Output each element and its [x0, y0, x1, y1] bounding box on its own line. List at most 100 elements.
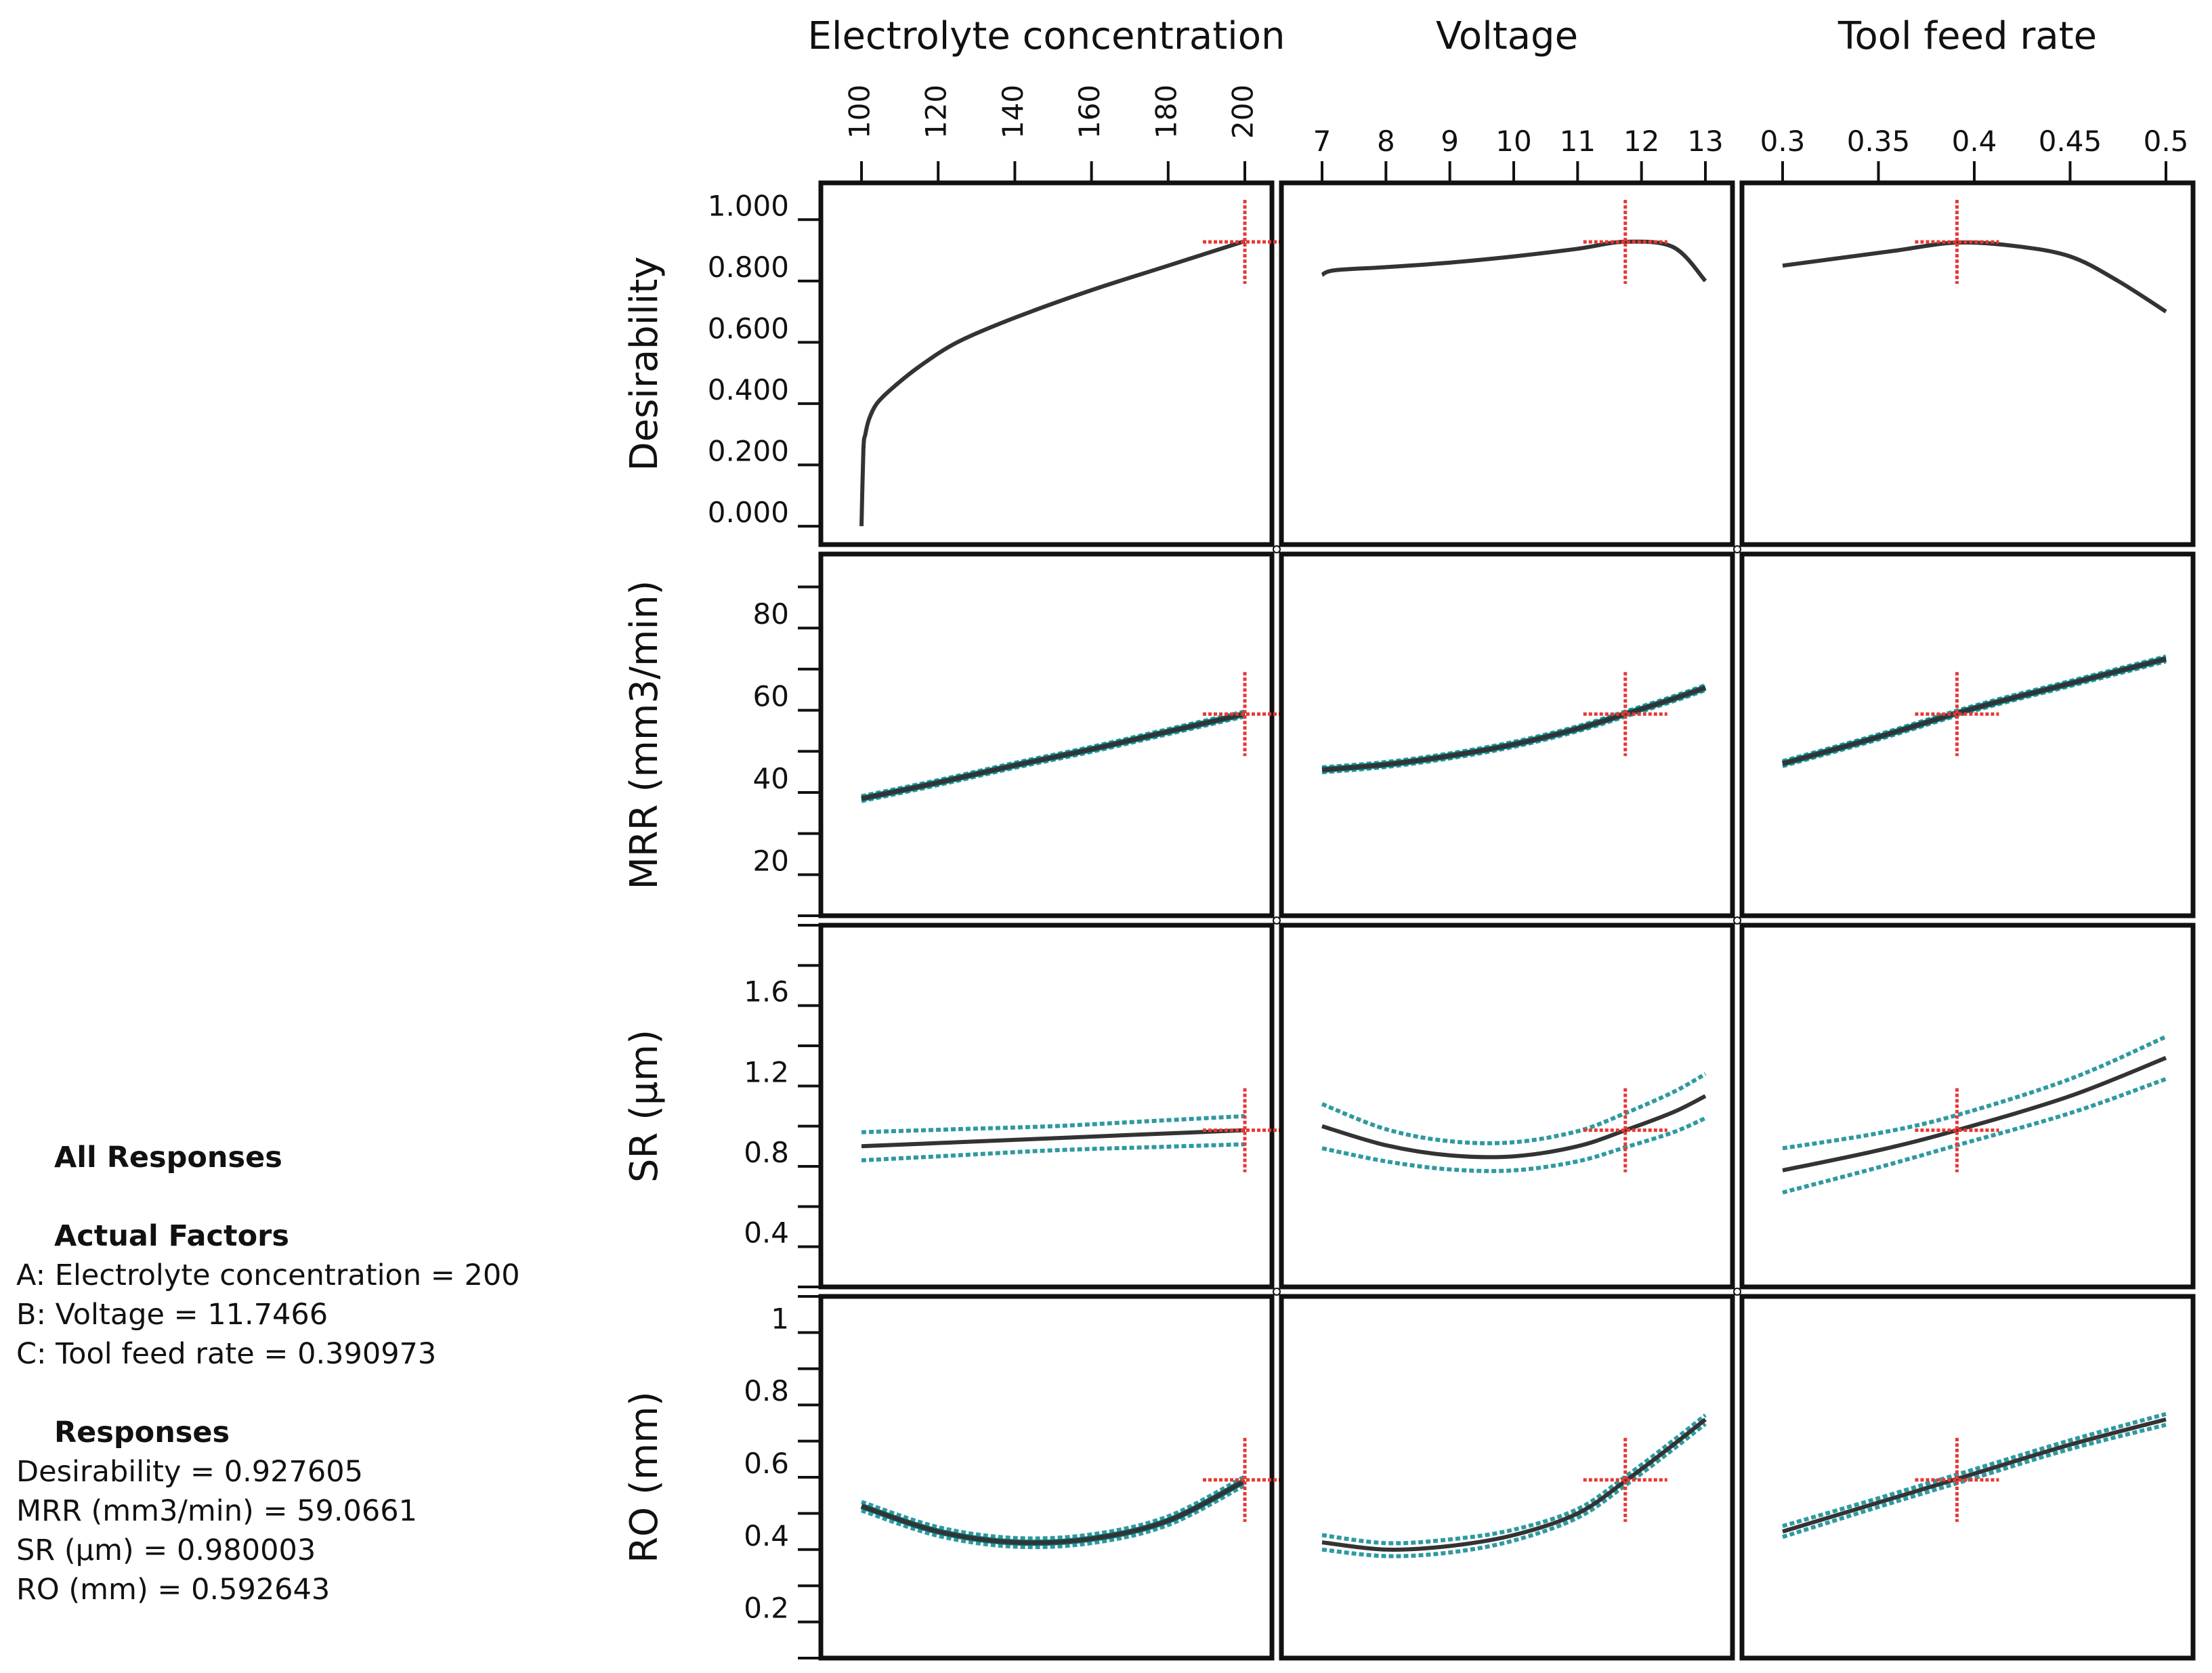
x-tick-label: 0.35 — [1847, 125, 1911, 158]
y-tick-label: 0.4 — [744, 1216, 789, 1250]
y-tick-label: 0.8 — [744, 1374, 789, 1407]
y-tick-label: 1.6 — [744, 975, 789, 1009]
response-line-ro: RO (mm) = 0.592643 — [16, 1573, 331, 1607]
response-curve — [1321, 1094, 1707, 1160]
panel-mrr-mm3-min-tool-feed-rate — [1739, 551, 2196, 918]
panel-frame — [1739, 180, 2196, 547]
panel-frame — [1279, 923, 1735, 1290]
x-tick-label: 0.4 — [1952, 125, 1997, 158]
upper-interval-line — [1321, 1413, 1707, 1546]
panel-frame — [818, 1294, 1275, 1661]
response-line-sr: SR (µm) = 0.980003 — [16, 1533, 316, 1567]
response-curve — [1782, 656, 2167, 766]
x-tick-label: 13 — [1687, 125, 1723, 158]
panel-frame — [1279, 1294, 1735, 1661]
x-tick-label: 7 — [1313, 125, 1332, 158]
response-line-mrr: MRR (mm3/min) = 59.0661 — [16, 1494, 417, 1528]
panel-junction — [1273, 1288, 1281, 1296]
panel-frame — [818, 923, 1275, 1290]
x-tick-label: 12 — [1623, 125, 1659, 158]
x-tick-label: 11 — [1560, 125, 1596, 158]
upper-interval-line — [861, 1475, 1246, 1541]
panel-desirability-tool-feed-rate — [1739, 180, 2196, 547]
panel-sr-m-tool-feed-rate — [1739, 923, 2196, 1290]
upper-interval-line — [1321, 1072, 1707, 1145]
panel-sr-m-voltage — [1279, 923, 1735, 1290]
y-tick-label: 0.000 — [708, 496, 789, 529]
panel-ro-mm-electrolyte-concentration — [818, 1294, 1287, 1661]
y-tick-label: 0.8 — [744, 1136, 789, 1169]
response-curve — [1321, 239, 1707, 282]
y-tick-label: 0.6 — [744, 1447, 789, 1480]
response-curve — [859, 239, 1246, 526]
panel-ro-mm-tool-feed-rate — [1739, 1294, 2196, 1661]
y-tick-label: 0.4 — [744, 1519, 789, 1552]
panel-frame — [1739, 551, 2196, 918]
y-tick-label: 40 — [753, 762, 789, 795]
x-tick-label: 120 — [920, 85, 953, 139]
x-tick-label: 0.45 — [2039, 125, 2102, 158]
info-panel: All Responses Actual Factors A: Electrol… — [16, 1138, 612, 1609]
x-tick-label: 140 — [996, 85, 1029, 139]
panel-desirability-electrolyte-concentration — [818, 180, 1287, 547]
info-heading: All Responses — [54, 1141, 282, 1174]
panel-junction — [1733, 916, 1741, 925]
response-curve — [1782, 1417, 2167, 1533]
y-tick-label: 1 — [771, 1302, 789, 1335]
x-tick-label: 0.3 — [1760, 125, 1806, 158]
lower-interval-line — [1782, 1077, 2167, 1195]
x-tick-label: 100 — [843, 85, 876, 139]
x-tick-label: 9 — [1441, 125, 1459, 158]
response-line-desirability: Desirability = 0.927605 — [16, 1455, 363, 1489]
lower-interval-line — [1321, 1116, 1707, 1173]
x-tick-label: 200 — [1227, 85, 1260, 139]
panel-mrr-mm3-min-electrolyte-concentration — [818, 551, 1287, 918]
response-curve — [861, 1128, 1246, 1149]
y-tick-label: 0.600 — [708, 312, 789, 345]
x-tick-label: 180 — [1149, 85, 1183, 139]
panel-junction — [1273, 545, 1281, 553]
y-tick-label: 0.400 — [708, 373, 789, 406]
panel-ro-mm-voltage — [1279, 1294, 1735, 1661]
y-tick-label: 80 — [753, 597, 789, 631]
panel-frame — [1279, 180, 1735, 547]
x-tick-label: 160 — [1073, 85, 1106, 139]
y-tick-label: 0.800 — [708, 251, 789, 284]
panel-frame — [818, 180, 1275, 547]
factors-heading: Actual Factors — [54, 1219, 289, 1253]
column-title-tool-feed-rate: Tool feed rate — [1837, 14, 2097, 58]
y-tick-label: 0.2 — [744, 1592, 789, 1625]
panel-junction — [1733, 545, 1741, 553]
panel-sr-m-electrolyte-concentration — [818, 923, 1287, 1290]
panel-junction — [1273, 916, 1281, 925]
upper-interval-line — [861, 1114, 1246, 1135]
response-curve — [1321, 685, 1706, 772]
column-title-voltage: Voltage — [1436, 14, 1578, 58]
row-title-desirability: Desirability — [622, 257, 666, 471]
y-tick-label: 60 — [753, 680, 789, 713]
row-title-ro-mm: RO (mm) — [622, 1391, 666, 1563]
panel-desirability-voltage — [1279, 180, 1735, 547]
lower-interval-line — [861, 1142, 1246, 1163]
panel-frame — [818, 551, 1275, 918]
y-tick-label: 20 — [753, 844, 789, 877]
x-tick-label: 10 — [1495, 125, 1531, 158]
upper-interval-line — [1782, 1034, 2167, 1151]
factor-line-c: C: Tool feed rate = 0.390973 — [16, 1337, 437, 1371]
response-curve — [861, 1479, 1246, 1545]
x-tick-label: 0.5 — [2144, 125, 2189, 158]
row-title-sr-m: SR (µm) — [622, 1030, 666, 1183]
y-tick-label: 1.000 — [708, 189, 789, 222]
lower-interval-line — [1321, 1422, 1707, 1559]
response-curve — [861, 712, 1246, 801]
y-tick-label: 0.200 — [708, 434, 789, 467]
panel-junction — [1733, 1288, 1741, 1296]
panel-frame — [1739, 923, 2196, 1290]
lower-interval-line — [861, 1483, 1246, 1550]
factor-line-b: B: Voltage = 11.7466 — [16, 1298, 328, 1332]
x-tick-label: 8 — [1377, 125, 1395, 158]
row-title-mrr-mm3-min: MRR (mm3/min) — [622, 580, 666, 890]
panel-frame — [1279, 551, 1735, 918]
responses-heading: Responses — [54, 1416, 230, 1449]
